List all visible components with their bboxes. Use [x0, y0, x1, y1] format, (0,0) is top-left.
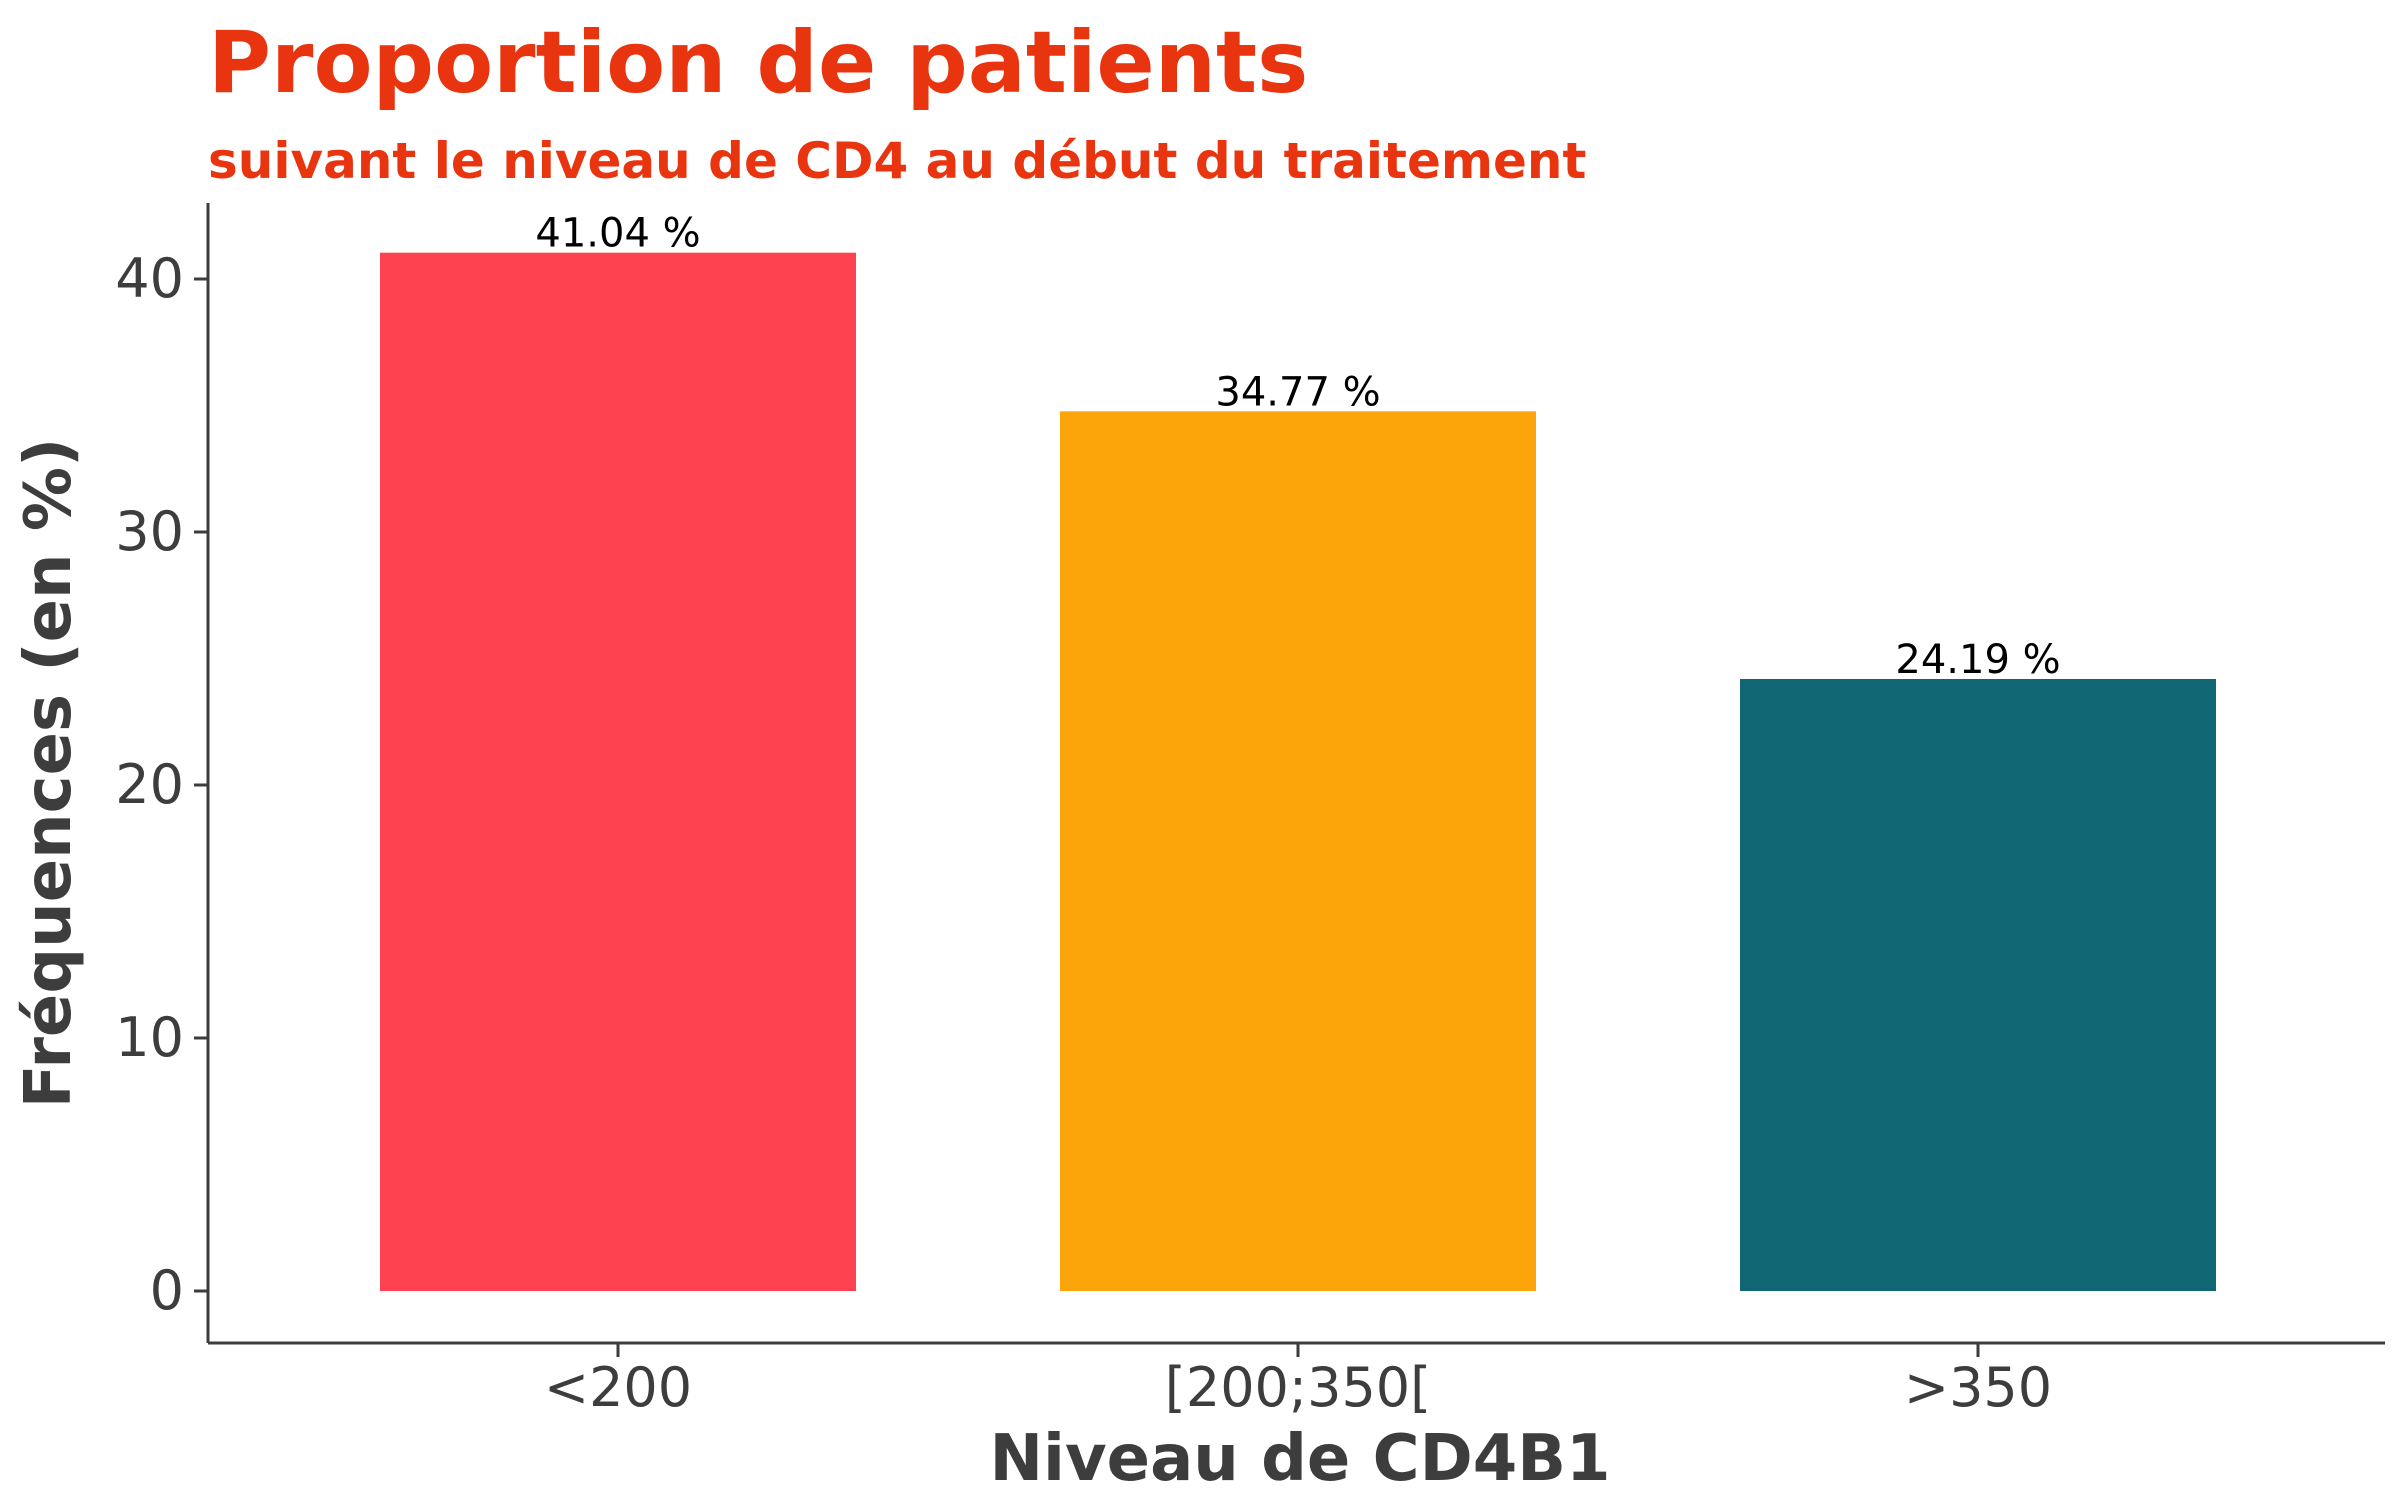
- y-tick-label: 10: [115, 1006, 184, 1069]
- bars: [380, 252, 2216, 1292]
- chart-subtitle: suivant le niveau de CD4 au début du tra…: [208, 132, 1586, 190]
- y-tick-label: 40: [115, 247, 184, 310]
- x-axis-ticks: <200 [200;350[ >350: [544, 1343, 2052, 1419]
- x-tick-label: [200;350[: [1165, 1356, 1431, 1419]
- bar-value-label: 24.19 %: [1895, 637, 2060, 683]
- y-tick-label: 20: [115, 753, 184, 816]
- bar-value-label: 41.04 %: [535, 211, 700, 257]
- bar: [380, 252, 856, 1292]
- y-tick-label: 0: [150, 1259, 184, 1322]
- bar-value-label: 34.77 %: [1215, 369, 1380, 415]
- y-axis-ticks: 0 10 20 30 40: [115, 247, 208, 1322]
- chart-title: Proportion de patients: [208, 13, 1308, 113]
- data-labels: 41.04 % 34.77 % 24.19 %: [535, 211, 2060, 683]
- y-axis-title: Fréquences (en %): [12, 438, 86, 1109]
- x-tick-label: >350: [1904, 1356, 2052, 1419]
- x-axis-title: Niveau de CD4B1: [989, 1422, 1610, 1496]
- bar: [1060, 411, 1536, 1292]
- y-tick-label: 30: [115, 500, 184, 563]
- x-tick-label: <200: [544, 1356, 692, 1419]
- bar: [1740, 678, 2216, 1291]
